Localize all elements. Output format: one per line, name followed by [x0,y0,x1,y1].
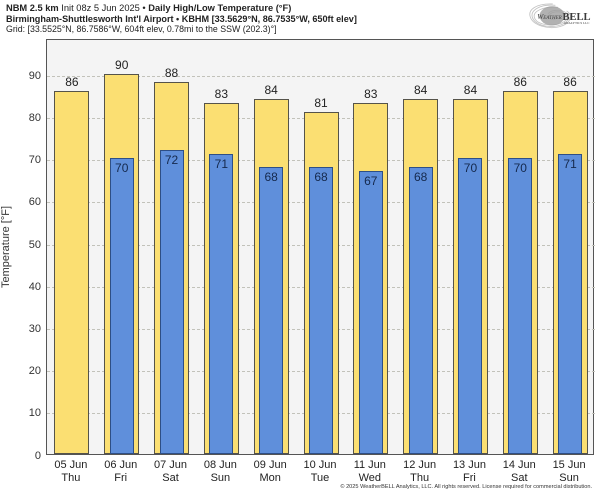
svg-text:ANALYTICS LLC: ANALYTICS LLC [564,21,591,25]
